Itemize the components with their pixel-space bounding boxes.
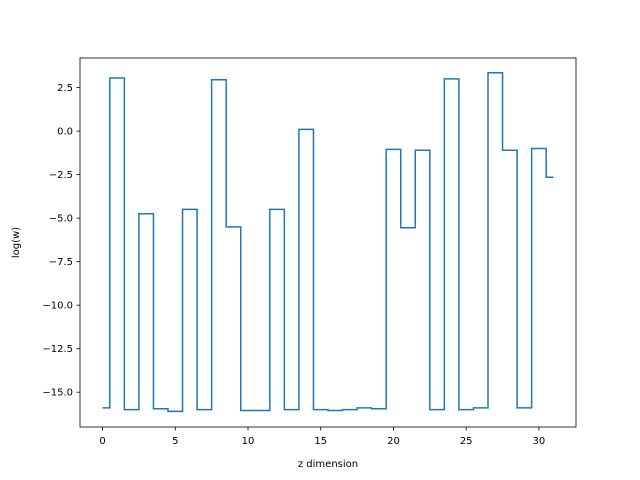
y-tick-label: −5.0 <box>49 214 73 225</box>
x-tick-label: 20 <box>387 436 400 447</box>
x-tick-label: 10 <box>242 436 255 447</box>
y-tick-label: −10.0 <box>42 301 73 312</box>
y-axis-label: log(w) <box>11 227 22 258</box>
plot-frame <box>79 57 577 428</box>
y-tick-label: −15.0 <box>42 388 73 399</box>
x-axis-label: z dimension <box>298 459 358 470</box>
y-tick-label: 2.5 <box>57 83 73 94</box>
x-axis-ticks: 0 5 10 15 20 25 30 <box>99 427 545 447</box>
x-tick-label: 0 <box>99 436 105 447</box>
plot-area <box>80 58 576 427</box>
x-tick-label: 25 <box>460 436 473 447</box>
y-tick-label: −7.5 <box>49 257 73 268</box>
x-tick-label: 5 <box>172 436 178 447</box>
x-tick-label: 30 <box>533 436 546 447</box>
y-tick-label: −2.5 <box>49 170 73 181</box>
y-tick-label: 0.0 <box>57 127 73 138</box>
y-tick-label: −12.5 <box>42 344 73 355</box>
series-group <box>102 72 554 413</box>
x-tick-label: 15 <box>314 436 327 447</box>
y-axis-ticks: 2.5 0.0 −2.5 −5.0 −7.5 −10.0 −12.5 −15.0 <box>42 83 80 399</box>
series-step-line <box>102 72 554 413</box>
